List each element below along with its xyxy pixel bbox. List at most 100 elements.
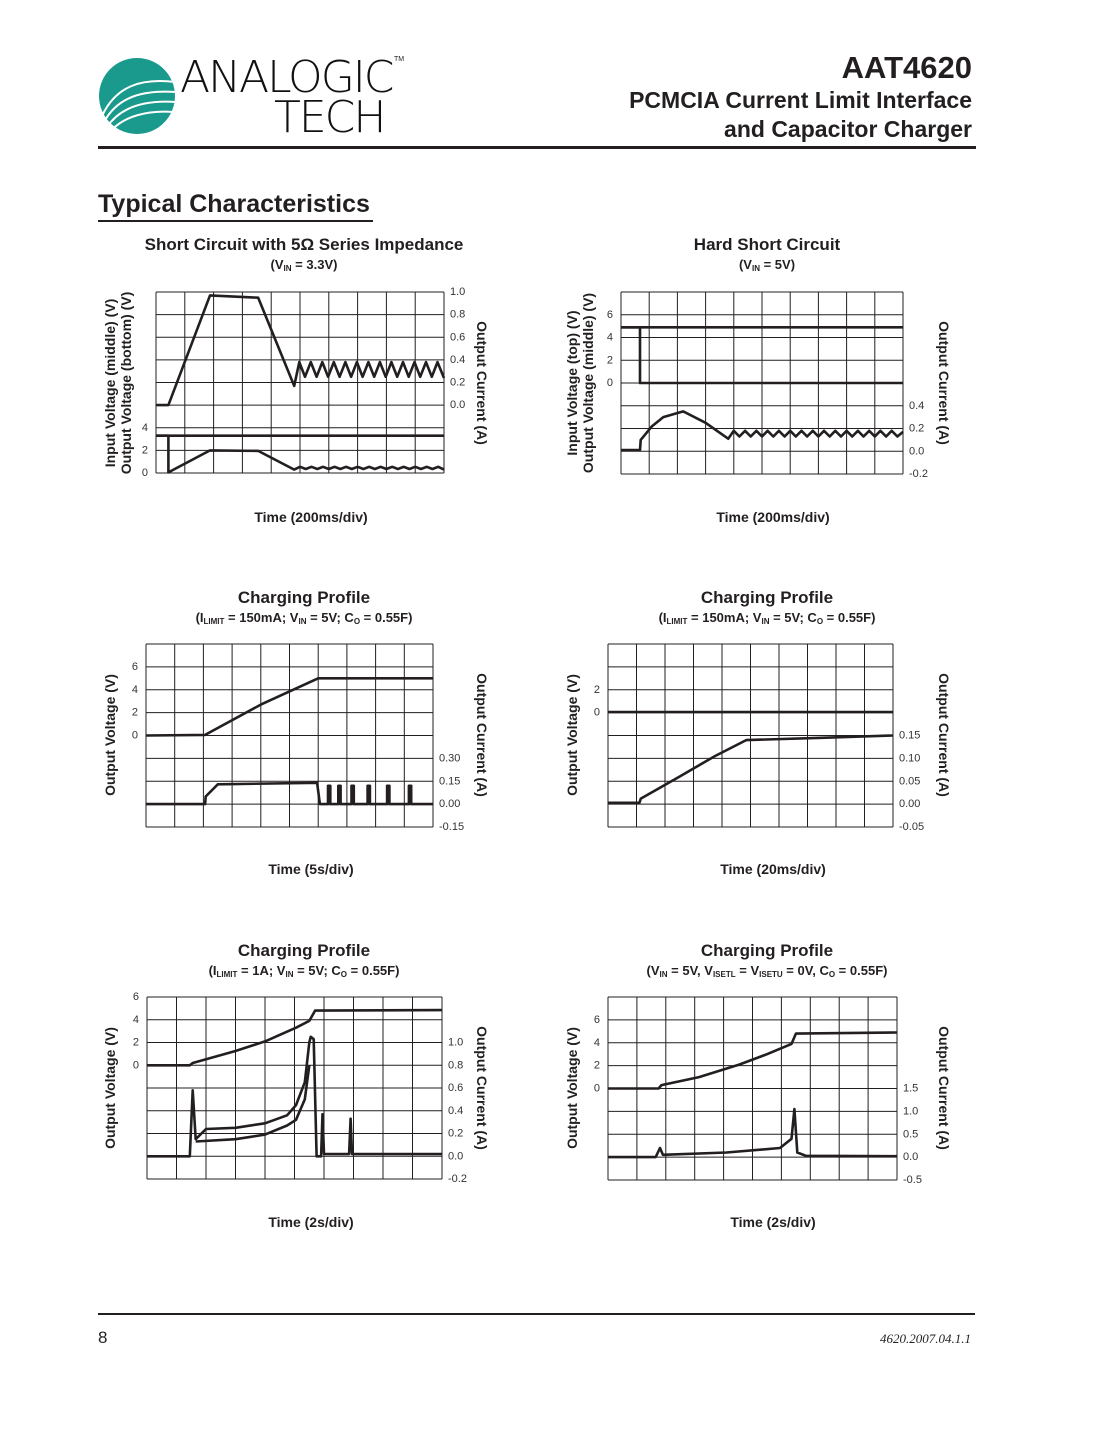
series-line-1: [145, 677, 433, 737]
tick-label-right: 0.8: [450, 309, 465, 321]
subtitle-subscript: IN: [761, 617, 770, 626]
tick-label-left: 2: [607, 354, 613, 366]
tick-label-left: 0: [132, 730, 138, 742]
subtitle-text: = 5V; C: [769, 610, 817, 625]
subtitle-subscript: O: [353, 617, 361, 626]
chart-title: Short Circuit with 5Ω Series Impedance: [144, 235, 464, 254]
subtitle-subscript: O: [816, 617, 824, 626]
plot-grid: [155, 291, 445, 474]
page-number: 8: [98, 1328, 108, 1347]
subtitle-subscript: LIMIT: [666, 617, 688, 626]
tick-label-right: 0.05: [899, 775, 920, 787]
chart-title: Hard Short Circuit: [693, 235, 841, 254]
chart-subtitle: (ILIMIT = 150mA; VIN = 5V; CO = 0.55F): [196, 610, 413, 626]
series-line-3: [195, 1065, 311, 1143]
tick-label-right: 0.15: [899, 730, 920, 742]
x-axis-label: Time (200ms/div): [716, 509, 830, 525]
subtitle-subscript: IN: [659, 970, 668, 979]
y-axis-label-left: Output Voltage (V): [564, 1027, 580, 1149]
chart-subtitle: (VIN = 5V, VISETL = VISETU = 0V, CO = 0.…: [647, 963, 888, 979]
y-axis-label-left: Output Voltage (bottom) (V): [118, 291, 134, 475]
tick-label-left: 6: [607, 309, 613, 321]
x-axis-label: Time (2s/div): [268, 1214, 354, 1230]
tick-label-right: 0.5: [903, 1128, 918, 1140]
tick-label-right: 0.6: [450, 331, 465, 343]
y-axis-label-right: Output Current (A): [474, 1026, 490, 1150]
subtitle-text: = 3.3V): [291, 257, 338, 272]
logo-trademark: TM: [394, 56, 405, 63]
y-axis-label-left: Output Voltage (V): [102, 1027, 118, 1149]
subtitle-subscript: IN: [283, 264, 292, 273]
tick-label-left: 4: [607, 332, 613, 344]
subtitle-text: = V: [735, 963, 760, 978]
series-line-1: [608, 1031, 898, 1090]
plot-grid: [607, 643, 894, 828]
tick-label-left: 2: [133, 1037, 139, 1049]
subtitle-text: = 5V; C: [306, 610, 354, 625]
tick-label-right: 0.10: [899, 752, 920, 764]
y-axis-label-right: Output Current (A): [936, 673, 952, 797]
section-title-underline: [98, 220, 373, 222]
subtitle-text: = 0.55F): [823, 610, 876, 625]
subtitle-text: = 5V; C: [293, 963, 341, 978]
doc-subtitle-line2: and Capacitor Charger: [724, 116, 972, 142]
series-line-1: [156, 294, 446, 407]
tick-label-right: 0.0: [450, 399, 465, 411]
series-line-2: [146, 781, 433, 806]
subtitle-text: = 150mA; V: [687, 610, 762, 625]
subtitle-text: = 5V, V: [667, 963, 713, 978]
tick-label-right: -0.05: [899, 821, 924, 833]
subtitle-subscript: IN: [285, 970, 294, 979]
x-axis-label: Time (5s/div): [268, 861, 354, 877]
tick-label-left: 4: [132, 684, 138, 696]
subtitle-text: = 0.55F): [347, 963, 400, 978]
tick-label-right: 1.0: [450, 286, 465, 298]
tick-label-right: -0.2: [909, 468, 928, 480]
tick-label-left: 0: [133, 1059, 139, 1071]
series-line-2: [147, 1035, 442, 1158]
tick-label-left: 2: [594, 684, 600, 696]
chart-title: Charging Profile: [237, 941, 371, 960]
tick-label-right: 0.4: [448, 1105, 463, 1117]
series-line-2: [608, 1107, 898, 1159]
chart-subtitle: (ILIMIT = 150mA; VIN = 5V; CO = 0.55F): [659, 610, 876, 626]
subtitle-subscript: O: [828, 970, 836, 979]
chart-1: 4 2 0 1.0 0.8 0.6 0.4 0.2 0.0: [142, 286, 465, 479]
series-line-1: [147, 1008, 443, 1067]
subtitle-text: = 150mA; V: [224, 610, 299, 625]
subtitle-text: = 1A; V: [237, 963, 286, 978]
subtitle-text: (V: [270, 257, 284, 272]
subtitle-subscript: ISETU: [759, 970, 783, 979]
tick-label-right: 1.0: [448, 1037, 463, 1049]
chart-subtitle: (ILIMIT = 1A; VIN = 5V; CO = 0.55F): [209, 963, 400, 979]
subtitle-text: (I: [195, 610, 204, 625]
subtitle-subscript: IN: [751, 264, 760, 273]
section-title: Typical Characteristics: [98, 190, 370, 218]
subtitle-subscript: LIMIT: [203, 617, 225, 626]
tick-label-left: 4: [142, 422, 148, 434]
y-axis-label-left: Output Voltage (middle) (V): [580, 292, 596, 474]
tick-label-right: 0.4: [450, 354, 465, 366]
subtitle-text: (I: [208, 963, 217, 978]
subtitle-text: (V: [646, 963, 660, 978]
tick-label-left: 6: [594, 1014, 600, 1026]
y-axis-label-left: Input Voltage (top) (V): [564, 310, 580, 456]
tick-label-right: -0.15: [439, 821, 464, 833]
series-line-2: [608, 734, 894, 805]
tick-label-right: 0.0: [903, 1151, 918, 1163]
logo-word-tech: TECH: [274, 92, 386, 143]
tick-label-left: 4: [133, 1014, 139, 1026]
tick-label-right: 0.2: [909, 423, 924, 435]
subtitle-subscript: O: [340, 970, 348, 979]
series-line-2: [621, 326, 903, 385]
doc-subtitle-line1: PCMCIA Current Limit Interface: [629, 87, 972, 113]
y-axis-label-right: Output Current (A): [936, 1026, 952, 1150]
chart-title: Charging Profile: [237, 588, 371, 607]
subtitle-text: (V: [738, 257, 752, 272]
series-line-3: [621, 410, 904, 452]
tick-label-right: 0.0: [909, 445, 924, 457]
subtitle-text: (I: [658, 610, 667, 625]
tick-label-right: 1.0: [903, 1105, 918, 1117]
series-line-3: [156, 434, 445, 474]
chart-subtitle: (VIN = 3.3V): [271, 257, 338, 273]
